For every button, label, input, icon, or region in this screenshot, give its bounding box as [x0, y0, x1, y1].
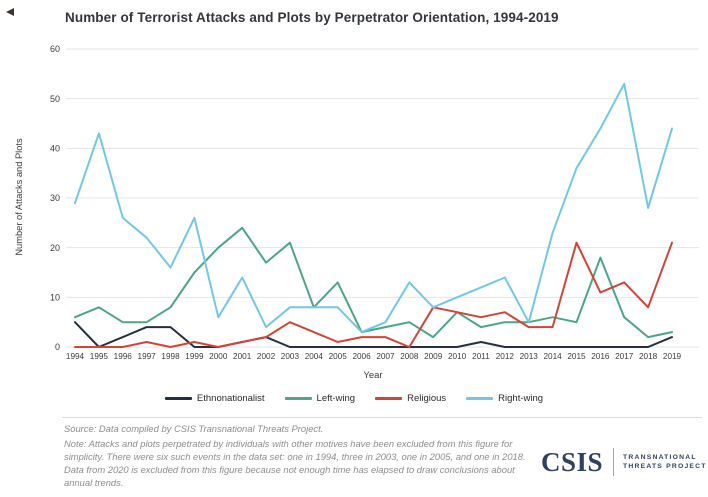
- x-tick-label: 2010: [448, 352, 467, 361]
- legend-swatch-religious: [375, 397, 403, 400]
- x-tick-label: 2006: [352, 352, 371, 361]
- x-tick-label: 2015: [567, 352, 586, 361]
- line-chart: 0 10 20 30 40 50 60 1994 1995 1996 1997 1998 1999 200…: [14, 44, 699, 381]
- x-tick-label: 1996: [114, 352, 133, 361]
- legend-item-left-wing: Left-wing: [284, 393, 356, 404]
- x-tick-label: 1997: [138, 352, 157, 361]
- note-text: Note: Attacks and plots perpetrated by i…: [64, 438, 526, 488]
- x-tick-label: 2002: [257, 352, 276, 361]
- x-tick-label: 1999: [185, 352, 204, 361]
- series-line-ethnonationalist: [74, 321, 673, 348]
- x-tick-label: 2007: [376, 352, 395, 361]
- x-tick-label: 2019: [663, 352, 682, 361]
- legend-item-ethnonationalist: Ethnonationalist: [164, 393, 265, 404]
- x-tick-label: 1998: [161, 352, 180, 361]
- x-axis-title: Year: [363, 370, 382, 381]
- x-tick-label: 2001: [233, 352, 252, 361]
- source-text: Source: Data compiled by CSIS Transnatio…: [64, 423, 324, 434]
- legend-label: Left-wing: [316, 393, 356, 404]
- x-tick-label: 2016: [591, 352, 610, 361]
- x-tick-label: 2003: [281, 352, 300, 361]
- series-line-left-wing: [74, 226, 673, 339]
- x-tick-label: 2014: [543, 352, 562, 361]
- csis-logo-program-line2: THREATS PROJECT: [623, 463, 707, 470]
- x-tick-label: 2008: [400, 352, 419, 361]
- y-axis-title: Number of Attacks and Plots: [14, 138, 24, 256]
- chart-legend: Ethnonationalist Left-wing Religious Right-…: [0, 393, 708, 404]
- x-tick-label: 2011: [472, 352, 490, 361]
- footer-divider: [62, 417, 702, 418]
- csis-logo-divider: [613, 448, 615, 476]
- legend-swatch-ethnonationalist: [164, 397, 192, 400]
- legend-label: Ethnonationalist: [196, 393, 265, 404]
- y-tick-label: 10: [50, 293, 60, 303]
- csis-logo-program-line1: TRANSNATIONAL: [623, 454, 697, 461]
- chart-title: Number of Terrorist Attacks and Plots by…: [65, 10, 559, 25]
- legend-label: Religious: [407, 393, 447, 404]
- x-tick-label: 2013: [520, 352, 539, 361]
- y-tick-label: 60: [50, 44, 60, 54]
- x-tick-label: 1994: [66, 352, 85, 361]
- legend-swatch-right-wing: [466, 397, 494, 400]
- legend-swatch-left-wing: [284, 397, 312, 400]
- x-tick-label: 2005: [329, 352, 348, 361]
- x-tick-label: 2009: [424, 352, 443, 361]
- y-tick-label: 20: [50, 243, 60, 253]
- legend-item-right-wing: Right-wing: [466, 393, 543, 404]
- y-tick-label: 50: [50, 94, 60, 104]
- x-tick-label: 1995: [90, 352, 109, 361]
- csis-logo: CSIS TRANSNATIONAL THREATS PROJECT: [541, 447, 707, 477]
- corner-triangle-icon: [6, 8, 14, 16]
- csis-logo-acronym: CSIS: [541, 447, 604, 477]
- legend-label: Right-wing: [498, 393, 544, 404]
- y-tick-label: 40: [50, 144, 60, 154]
- y-tick-label: 0: [55, 342, 60, 352]
- series-line-religious: [74, 241, 673, 348]
- x-tick-label: 2000: [209, 352, 228, 361]
- csis-logo-program: TRANSNATIONAL THREATS PROJECT: [623, 453, 707, 471]
- series-line-right-wing: [74, 82, 673, 334]
- legend-item-religious: Religious: [375, 393, 446, 404]
- x-tick-label: 2018: [639, 352, 658, 361]
- x-tick-label: 2004: [305, 352, 324, 361]
- x-tick-label: 2017: [615, 352, 634, 361]
- x-tick-label: 2012: [496, 352, 515, 361]
- y-tick-label: 30: [50, 193, 60, 203]
